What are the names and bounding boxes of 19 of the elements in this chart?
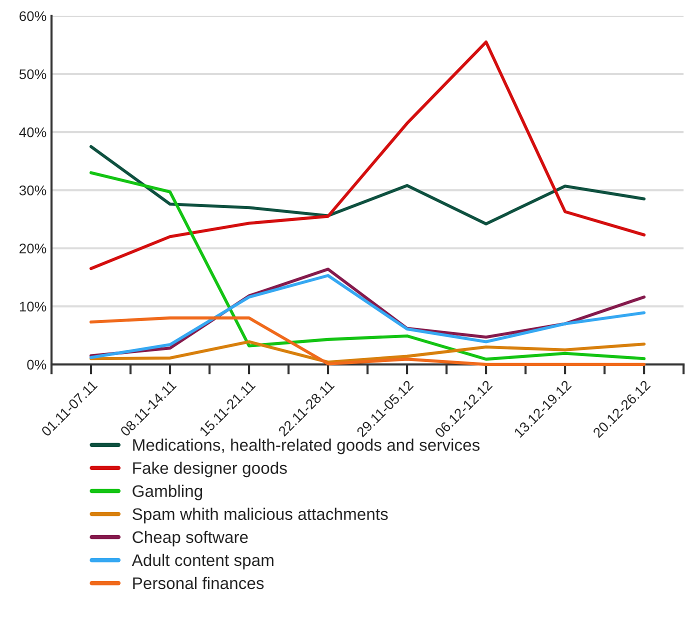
legend-label: Medications, health-related goods and services: [133, 438, 480, 454]
y-tick-label: 50%: [19, 69, 46, 80]
line-series: [89, 145, 646, 226]
line-series: [89, 40, 646, 270]
line-series: [89, 340, 646, 364]
legend-label: Spam whith malicious attachments: [132, 508, 388, 524]
legend-label: Fake designer goods: [133, 462, 287, 478]
legend-label: Cheap software: [132, 530, 248, 546]
legend-label: Adult content spam: [132, 554, 274, 570]
y-tick-label: 0%: [27, 360, 46, 370]
y-tick-label: 40%: [19, 127, 46, 138]
y-tick-label: 60%: [20, 11, 46, 22]
line-series: [89, 316, 646, 366]
legend-label: Personal finances: [133, 576, 264, 590]
y-tick-label: 10%: [20, 302, 46, 312]
y-tick-label: 30%: [19, 186, 46, 196]
line-series: [89, 171, 646, 361]
legend-label: Gambling: [132, 484, 202, 500]
y-tick-label: 20%: [20, 244, 46, 254]
